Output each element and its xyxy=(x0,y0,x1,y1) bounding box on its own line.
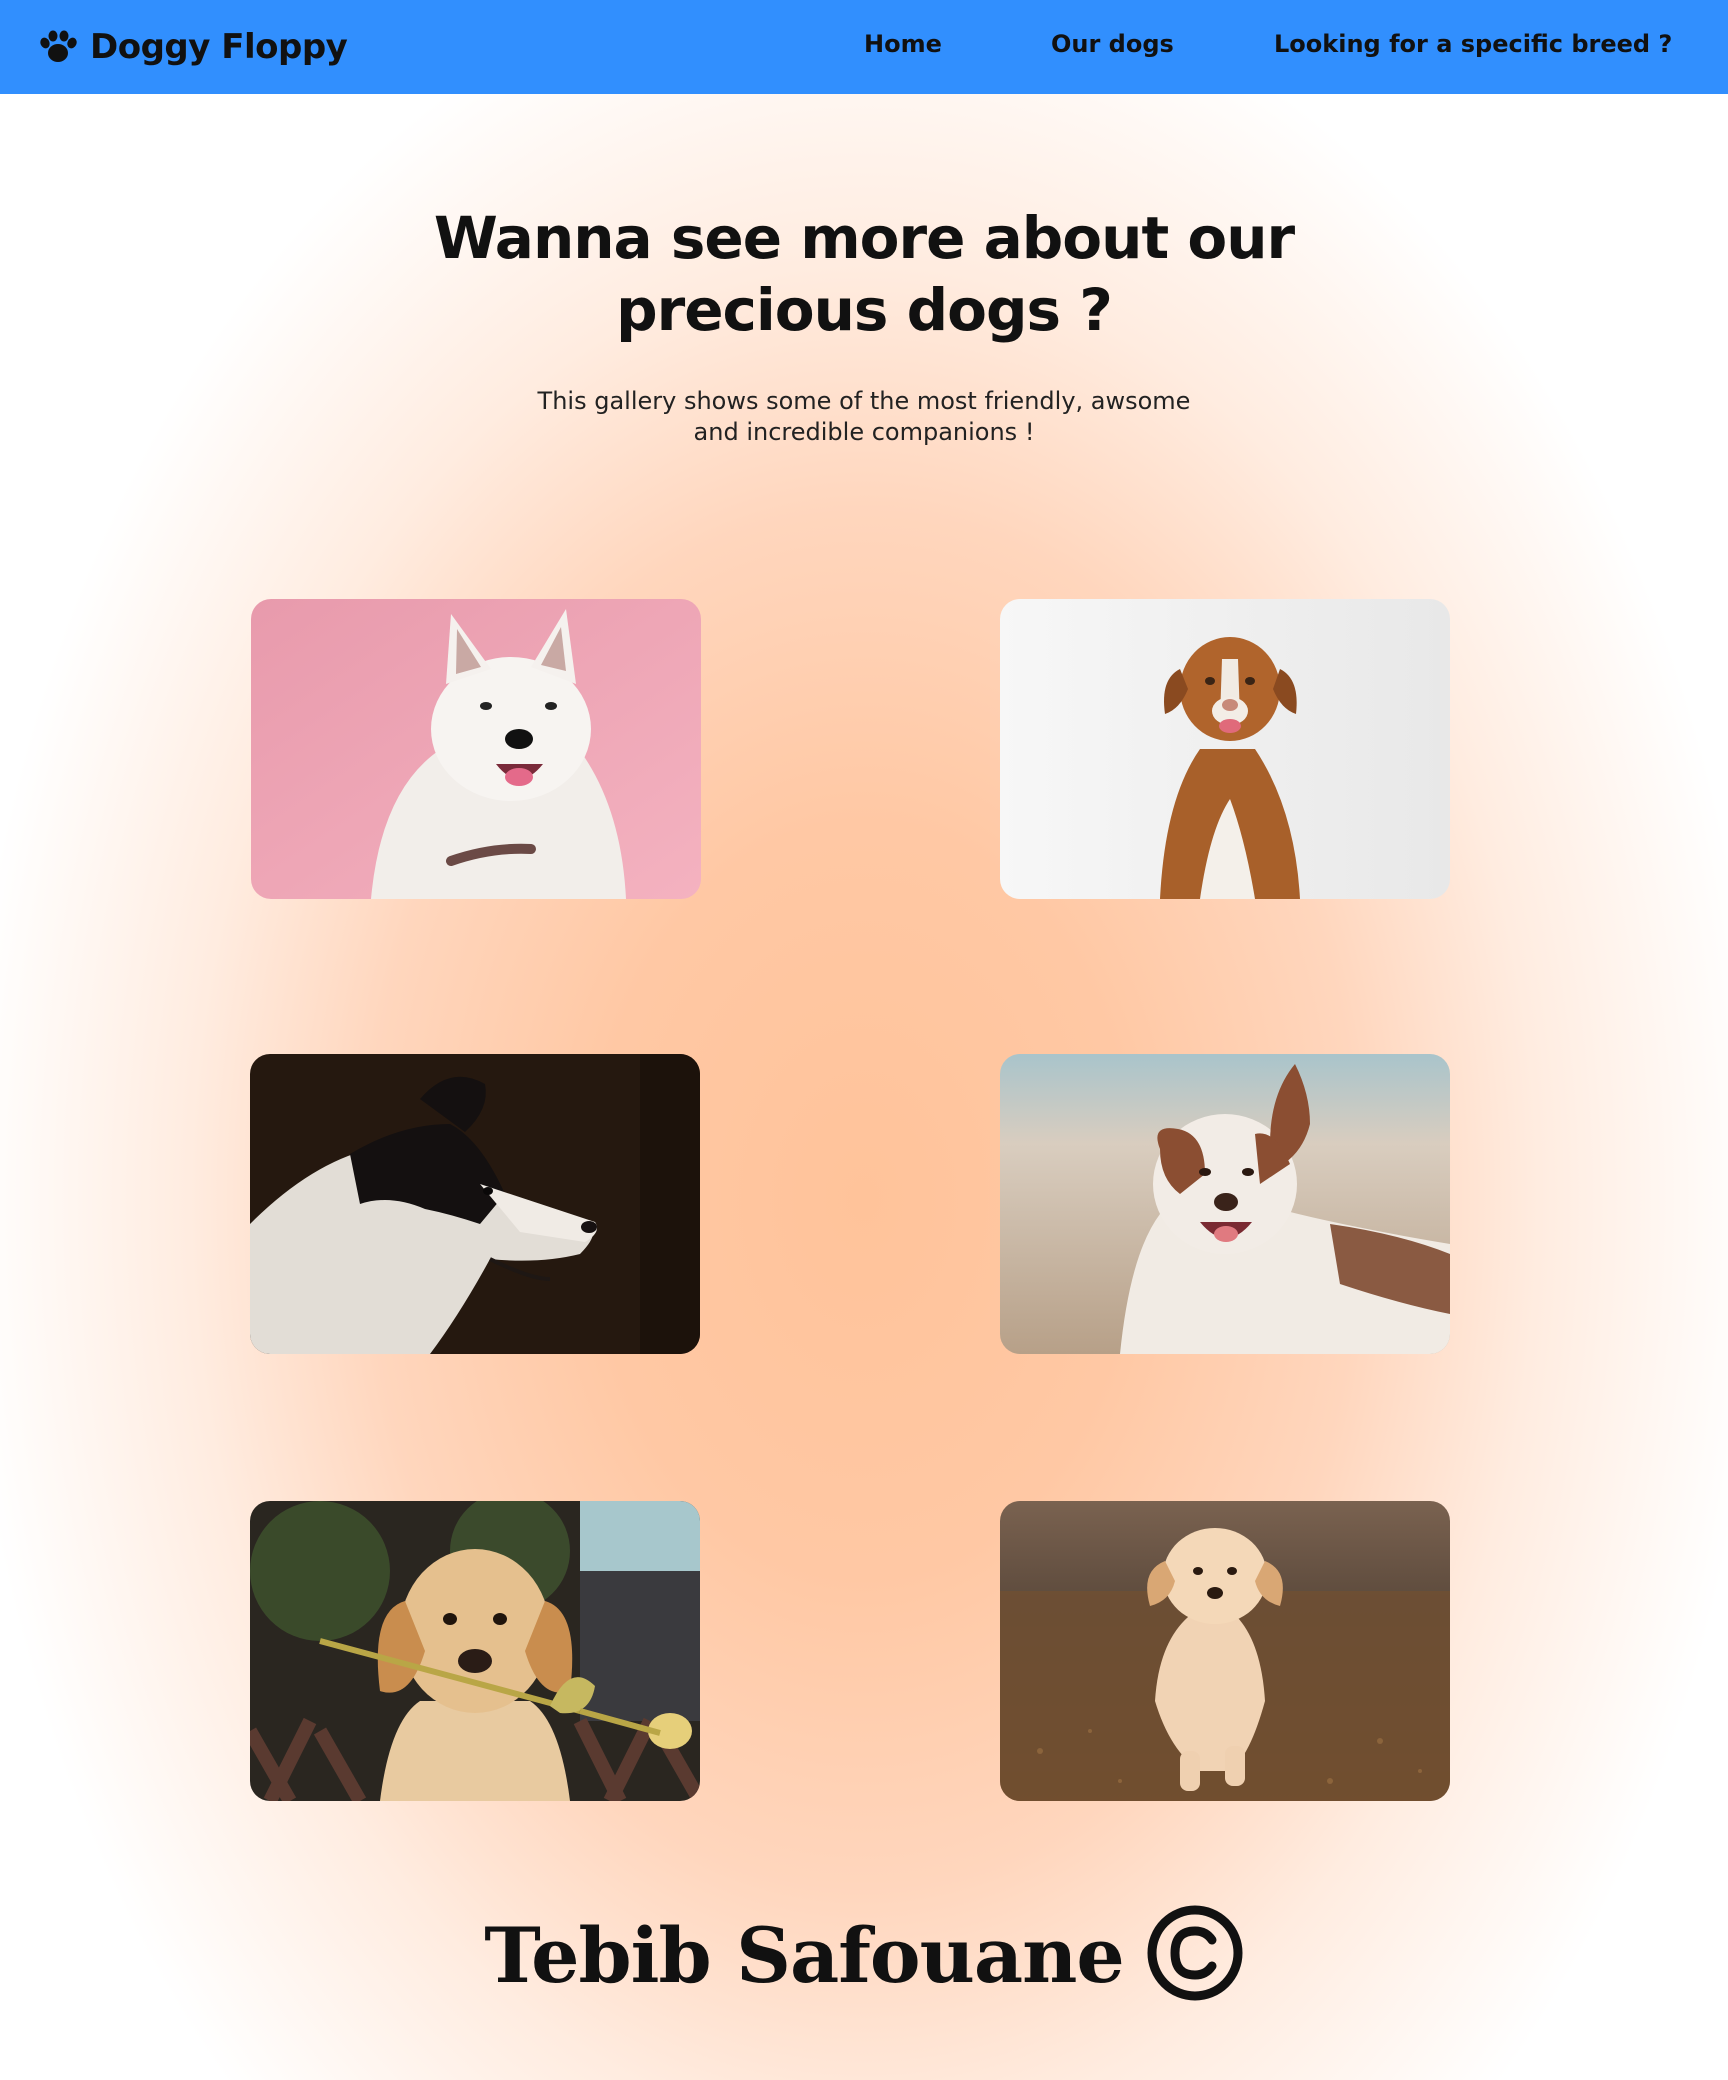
brand-logo[interactable]: Doggy Floppy xyxy=(38,22,348,72)
dog-photo-puppy-tulip[interactable] xyxy=(250,1501,700,1801)
dog-photo-retriever[interactable] xyxy=(1000,599,1450,899)
page-subtitle: This gallery shows some of the most frie… xyxy=(537,387,1191,446)
nav-link-home[interactable]: Home xyxy=(864,30,942,58)
nav-link-specific-breed[interactable]: Looking for a specific breed ? xyxy=(1274,30,1673,58)
page-title: Wanna see more about our precious dogs ? xyxy=(433,204,1295,344)
dog-photo-samoyed[interactable] xyxy=(251,599,701,899)
paw-icon xyxy=(38,29,78,65)
navbar: Doggy Floppy Home Our dogs Looking for a… xyxy=(0,0,1728,94)
brand-name: Doggy Floppy xyxy=(90,27,348,67)
dog-photo-australian-shepherd[interactable] xyxy=(1000,1054,1450,1354)
copyright-icon xyxy=(1146,1904,1244,2007)
author-name: Tebib Safouane xyxy=(484,1910,1124,2000)
nav-link-our-dogs[interactable]: Our dogs xyxy=(1051,30,1174,58)
dog-photo-puppy-running[interactable] xyxy=(1000,1501,1450,1801)
dog-photo-collie[interactable] xyxy=(250,1054,700,1354)
footer: Tebib Safouane xyxy=(0,1900,1728,2010)
